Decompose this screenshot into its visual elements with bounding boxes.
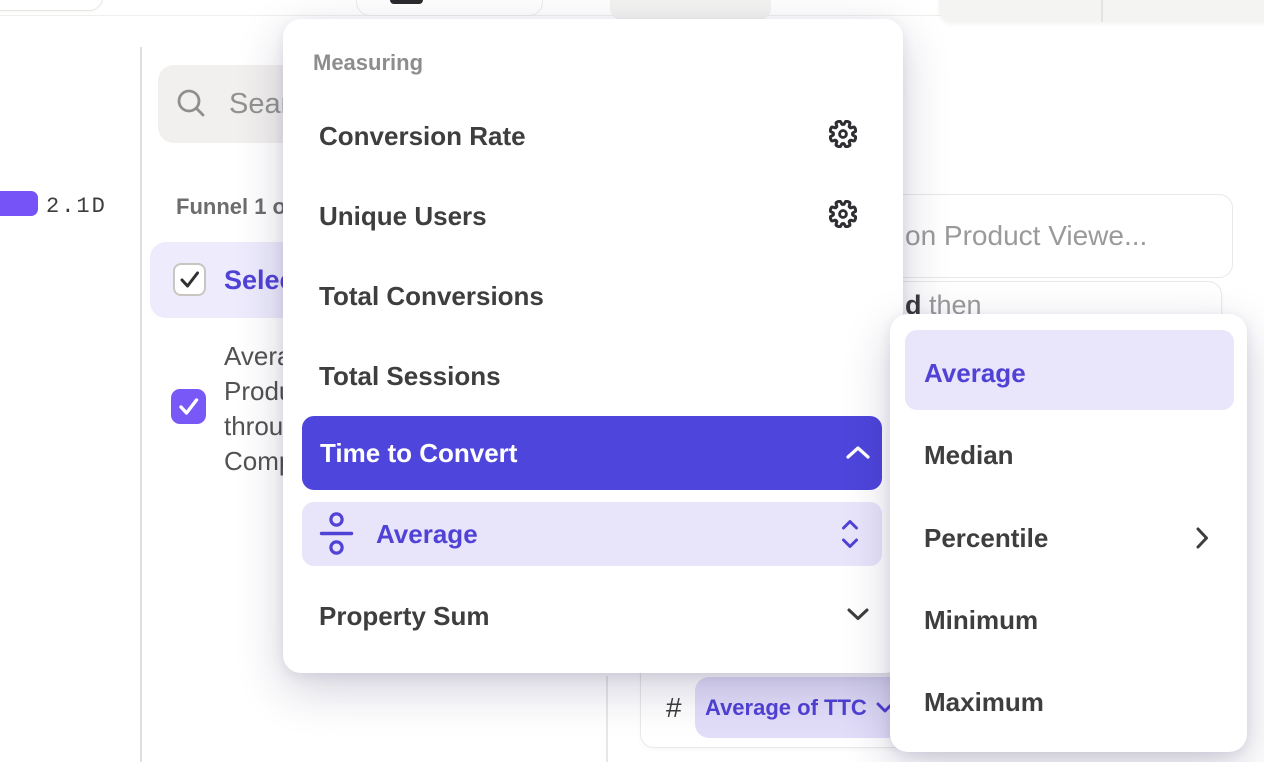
chevron-up-icon [846,446,870,459]
unfold-icon [842,520,858,548]
funnel-bar [0,191,38,216]
menu-item-total-conversions[interactable]: Total Conversions [319,281,544,311]
gear-icon[interactable] [829,120,857,148]
menu-item-total-sessions[interactable]: Total Sessions [319,361,501,391]
metric-pill[interactable] [695,677,910,738]
chevron-down-icon [847,608,869,620]
menu-item-time-to-convert[interactable]: Time to Convert [302,416,882,490]
agg-item-median[interactable]: Median [924,440,1014,470]
measuring-menu [283,19,903,673]
search-icon [177,89,205,117]
chart-type-button[interactable] [356,0,543,16]
toolbar-segment-divider [1101,0,1103,22]
menu-subitem-label: Average [376,519,478,549]
agg-item-minimum[interactable]: Minimum [924,605,1039,635]
chevron-down-icon [876,702,894,713]
steps-panel-edge [606,676,608,762]
step1-label: on Product Viewe... [905,220,1148,251]
topleft-card [0,0,103,11]
menu-item-label: Time to Convert [320,438,518,468]
toolbar-segment[interactable] [610,0,771,20]
menu-item-property-sum[interactable]: Property Sum [319,601,490,631]
checkmark-icon [179,398,199,415]
agg-item-average[interactable]: Average [924,358,1026,388]
aggregation-selected-highlight [905,330,1234,410]
menu-item-unique-users[interactable]: Unique Users [319,201,487,231]
checkmark-icon [180,271,199,288]
bar-value-label: 2.1D [46,194,107,219]
measuring-menu-title: Measuring [313,50,424,75]
agg-item-percentile[interactable]: Percentile [924,523,1049,553]
gear-icon[interactable] [829,200,857,228]
menu-item-conversion-rate[interactable]: Conversion Rate [319,121,526,151]
numeric-type-icon: # [666,692,682,723]
chevron-right-icon [1196,527,1208,549]
average-divide-icon [319,512,354,555]
funnel-chart-icon [390,0,423,4]
panel-divider [140,47,142,762]
select-step-checkbox[interactable] [173,263,206,296]
metric-pill-label: Average of TTC [705,695,867,720]
avg-ttc-checkbox[interactable] [171,389,206,424]
menu-subitem-average[interactable] [302,502,882,566]
agg-item-maximum[interactable]: Maximum [924,687,1044,717]
step2-event-suffix: d [905,290,922,320]
